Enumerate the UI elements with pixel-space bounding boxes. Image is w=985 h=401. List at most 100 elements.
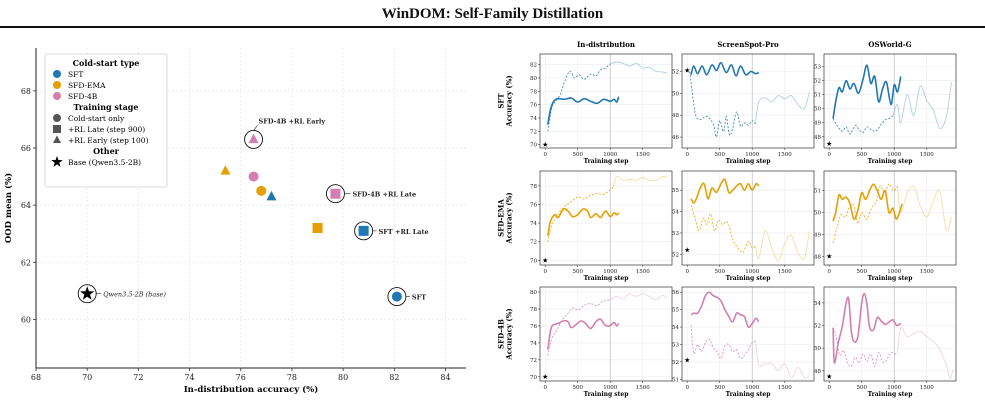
panel-xtick-label: 1500 [920, 269, 934, 275]
scatter-xlabel: In-distribution accuracy (%) [184, 384, 319, 395]
panel-ytick-label: 50 [672, 91, 679, 97]
panel-xtick-label: 1500 [778, 269, 792, 275]
base-star-marker [684, 67, 690, 73]
panel-r2-c0: 0 500 1000 1500 70 72 74 76 78 80 Training step [530, 286, 673, 398]
panel-xtick-label: 1000 [887, 152, 901, 158]
series-rl-early-dashed [689, 71, 756, 138]
panel-xtick-label: 1000 [603, 152, 617, 158]
series-cold-start-solid [832, 64, 902, 119]
panel-ytick-label: 54 [672, 210, 679, 216]
panel-xtick-label: 1500 [636, 385, 650, 391]
series-rl-late-faint [755, 340, 810, 379]
series-rl-late-faint [755, 92, 810, 125]
base-star-marker [542, 257, 548, 263]
row-label: SFD-EMAAccuracy (%) [497, 192, 514, 244]
panel-xtick-label: 0 [543, 269, 547, 275]
panel-xtick-label: 1500 [778, 152, 792, 158]
panel-xtick-label: 1000 [887, 385, 901, 391]
scatter-xtick-label: 74 [184, 373, 194, 382]
panel-ytick-label: 80 [530, 76, 537, 82]
legend-item-base-label: Base (Qwen3.5-2B) [68, 158, 141, 167]
panel-xtick-label: 1000 [745, 385, 759, 391]
panel-ytick-label: 52 [672, 252, 679, 258]
panel-xtick-label: 500 [572, 269, 583, 275]
scatter-ytick-label: 62 [21, 258, 31, 267]
panel-ytick-label: 50 [814, 211, 821, 217]
panel-ytick-label: 51 [672, 377, 679, 383]
point-sfd-4b-circle [248, 171, 259, 182]
panel-r0-c1: 0 500 1000 1500 46 48 50 52 Training step [672, 53, 815, 165]
legend-item-square-label: +RL Late (step 900) [68, 125, 145, 134]
point-annotation: SFD-4B +RL Early [259, 117, 326, 125]
scatter-xtick-label: 80 [338, 373, 348, 382]
scatter-ytick-label: 64 [21, 201, 31, 210]
legend-header-stage: Training stage [74, 102, 139, 112]
legend-item-sft-label: SFT [68, 70, 83, 79]
panel-ytick-label: 53 [672, 342, 679, 348]
series-cold-start-solid [547, 318, 620, 350]
panel-ytick-label: 52 [672, 360, 679, 366]
panel-xtick-label: 1000 [745, 152, 759, 158]
panel-xtick-label: 0 [827, 269, 831, 275]
legend-item-sft-marker [53, 70, 61, 78]
point-sft-square [358, 225, 369, 236]
panel-ytick-label: 76 [530, 203, 537, 209]
scatter-xtick-label: 72 [133, 373, 143, 382]
panel-ytick-label: 70 [530, 375, 537, 381]
series-cold-start-solid [547, 96, 620, 125]
panel-xtick-label: 1500 [778, 385, 792, 391]
panel-ytick-label: 70 [530, 258, 537, 264]
panel-r1-c0: 0 500 1000 1500 70 72 74 76 78 Training step [530, 170, 673, 282]
panel-xtick-label: 500 [856, 269, 867, 275]
panel-xtick-label: 0 [827, 152, 831, 158]
panel-ytick-label: 55 [672, 188, 679, 194]
panel-ytick-label: 50 [814, 107, 821, 113]
panel-ytick-label: 76 [530, 103, 537, 109]
column-title: OSWorld-G [868, 40, 911, 49]
base-star-marker [826, 373, 832, 379]
panel-ytick-label: 56 [672, 290, 679, 296]
panel-frame [681, 286, 815, 382]
panel-xtick-label: 500 [572, 152, 583, 158]
panel-ytick-label: 50 [814, 346, 821, 352]
base-star-marker [542, 374, 548, 379]
panel-xtick-label: 0 [685, 385, 689, 391]
base-star-marker [542, 141, 548, 147]
panel-xtick-label: 1500 [636, 269, 650, 275]
panel-ytick-label: 51 [814, 93, 821, 99]
legend-item-sfd-ema-marker [53, 81, 61, 89]
point-sfd-ema-triangle [220, 165, 231, 175]
panel-xtick-label: 1500 [920, 385, 934, 391]
scatter-ylabel: OOD mean (%) [3, 173, 14, 243]
panel-r0-c0: 0 500 1000 1500 70 72 74 76 78 80 82 Training step [530, 53, 673, 165]
series-cold-start-solid [690, 61, 760, 77]
panel-ytick-label: 53 [672, 231, 679, 237]
panel-ytick-label: 48 [672, 113, 679, 119]
panel-xlabel: Training step [584, 158, 629, 165]
point-sft-triangle [266, 190, 277, 201]
panel-ytick-label: 55 [672, 308, 679, 314]
base-star-marker [826, 253, 832, 259]
panel-ytick-label: 48 [814, 254, 821, 260]
panel-frame [539, 286, 673, 382]
legend-header-cold: Cold-start type [73, 58, 140, 68]
training-curves-grid: In-distribution ScreenSpot-Pro OSWorld-G SF… [497, 40, 957, 398]
series-rl-early-dashed [690, 325, 756, 359]
scatter-xtick-label: 70 [82, 373, 92, 382]
series-cold-start-solid [832, 183, 903, 222]
series-rl-early-dashed [832, 115, 894, 135]
scatter-xtick-label: 76 [236, 373, 246, 382]
point-annotation: Qwen3.5-2B (base) [103, 291, 166, 299]
legend-item-sfd-4b-marker [53, 92, 61, 100]
series-rl-late-faint [897, 185, 952, 232]
scatter-ytick-label: 66 [21, 144, 31, 153]
panel-xtick-label: 0 [543, 385, 547, 391]
panel-r1-c2: 0 500 1000 1500 48 49 50 51 Training step [814, 170, 957, 282]
panel-ytick-label: 74 [530, 341, 537, 347]
panel-frame [823, 170, 957, 266]
panel-ytick-label: 78 [530, 184, 537, 190]
series-cold-start-solid [547, 208, 620, 237]
scatter-xtick-label: 78 [287, 373, 297, 382]
series-rl-early-dashed [832, 183, 898, 244]
series-rl-early-dashed [547, 63, 611, 132]
